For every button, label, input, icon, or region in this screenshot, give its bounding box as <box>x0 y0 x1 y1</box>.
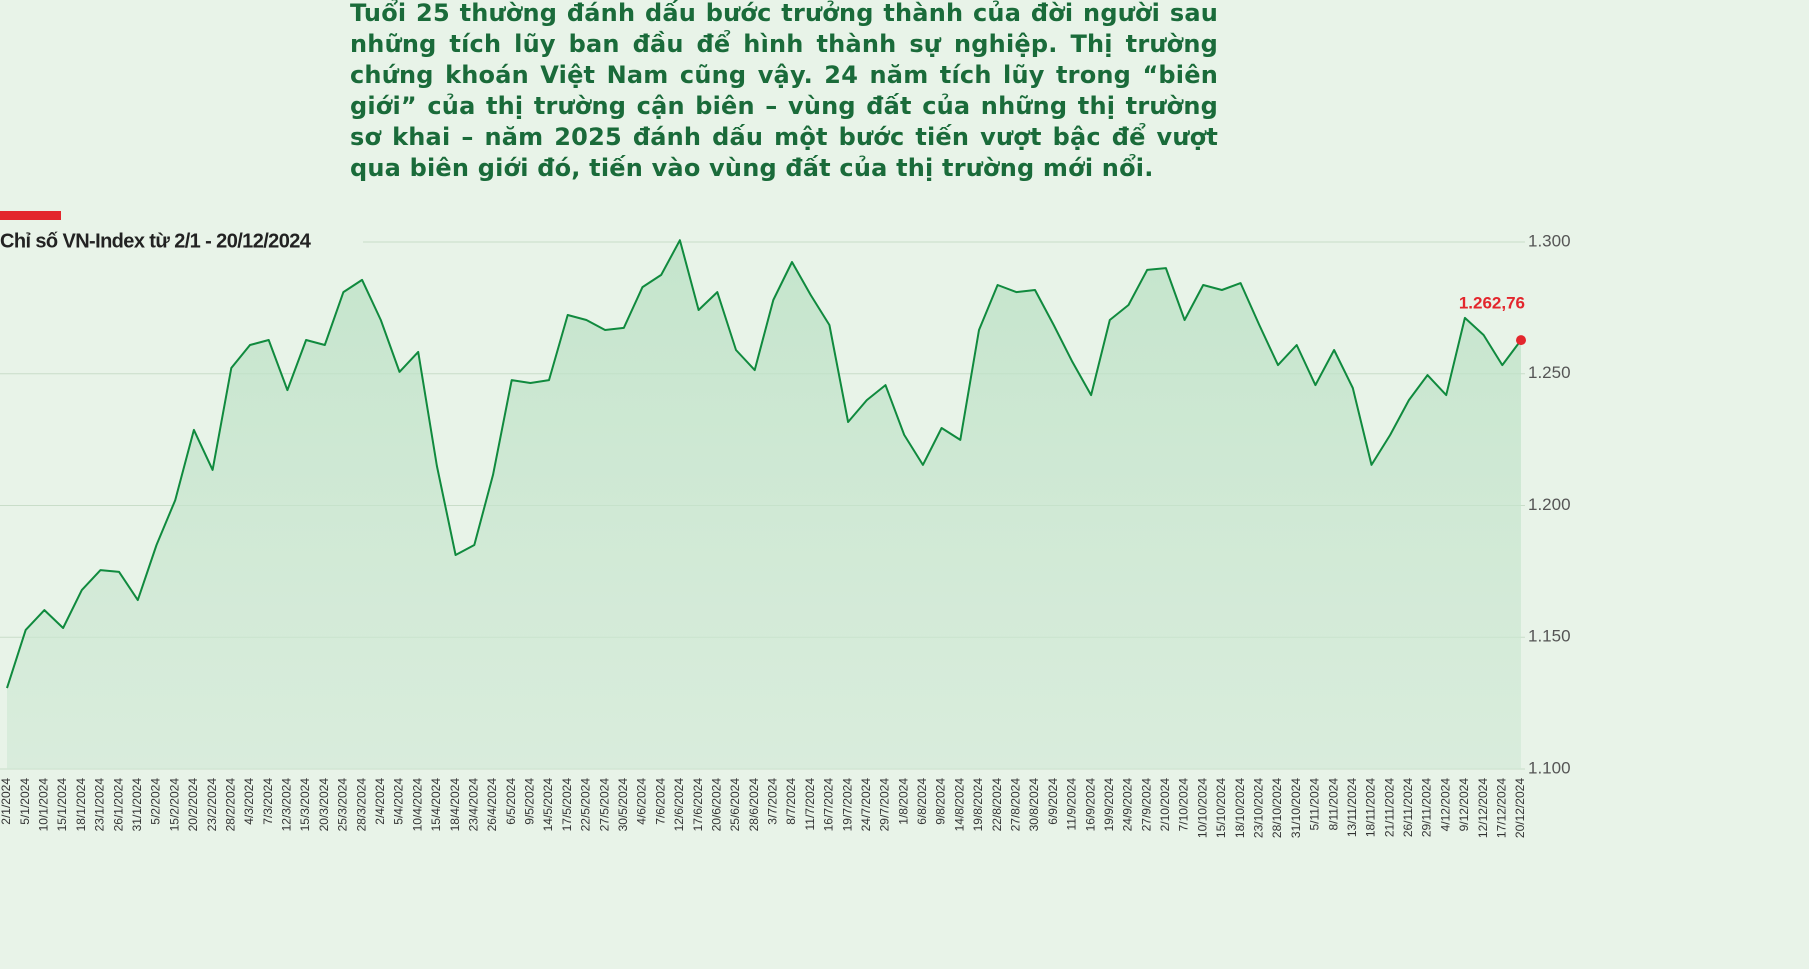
x-tick-label: 6/9/2024 <box>1046 778 1060 825</box>
x-tick-label: 10/4/2024 <box>410 778 424 832</box>
x-tick-label: 24/9/2024 <box>1121 778 1135 832</box>
x-tick-label: 4/12/2024 <box>1438 778 1452 832</box>
x-tick-label: 4/6/2024 <box>635 778 649 825</box>
x-tick-label: 19/9/2024 <box>1102 778 1116 832</box>
x-tick-label: 23/10/2024 <box>1251 778 1265 838</box>
x-tick-label: 13/11/2024 <box>1345 778 1359 837</box>
chart-title: Chỉ số VN-Index từ 2/1 - 20/12/2024 <box>0 230 312 252</box>
highlight-point <box>1516 335 1526 346</box>
x-tick-label: 12/6/2024 <box>672 778 686 832</box>
x-tick-label: 7/10/2024 <box>1177 778 1191 832</box>
x-tick-label: 9/8/2024 <box>934 778 948 825</box>
x-tick-label: 17/12/2024 <box>1494 778 1508 838</box>
x-tick-label: 20/3/2024 <box>317 778 331 832</box>
x-tick-label: 20/6/2024 <box>709 778 723 832</box>
x-tick-label: 27/9/2024 <box>1139 778 1153 832</box>
x-tick-label: 15/2/2024 <box>167 778 181 832</box>
x-tick-label: 11/7/2024 <box>803 778 817 831</box>
x-tick-label: 26/1/2024 <box>111 778 125 832</box>
x-tick-label: 28/6/2024 <box>747 778 761 832</box>
x-tick-label: 29/11/2024 <box>1420 778 1434 837</box>
x-tick-label: 30/5/2024 <box>616 778 630 832</box>
x-tick-label: 7/6/2024 <box>653 778 667 825</box>
x-tick-label: 30/8/2024 <box>1027 778 1041 832</box>
x-tick-label: 27/5/2024 <box>597 778 611 832</box>
x-tick-label: 18/10/2024 <box>1233 778 1247 838</box>
x-tick-label: 20/12/2024 <box>1513 778 1527 838</box>
x-tick-label: 28/10/2024 <box>1270 778 1284 838</box>
line <box>6 239 1522 689</box>
x-tick-label: 5/2/2024 <box>149 778 163 825</box>
x-tick-label: 22/5/2024 <box>579 778 593 832</box>
x-tick-label: 28/2/2024 <box>223 778 237 832</box>
value-label: 1.262,76 <box>1459 294 1525 313</box>
x-tick-label: 19/8/2024 <box>971 778 985 832</box>
x-tick-label: 29/7/2024 <box>878 778 892 832</box>
y-tick-label: 1.250 <box>1528 363 1571 382</box>
x-tick-label: 11/9/2024 <box>1065 778 1079 831</box>
x-tick-label: 12/3/2024 <box>280 778 294 832</box>
x-tick-label: 24/7/2024 <box>859 778 873 832</box>
x-tick-label: 21/11/2024 <box>1382 778 1396 837</box>
x-tick-label: 5/4/2024 <box>392 778 406 825</box>
x-tick-label: 18/1/2024 <box>74 778 88 832</box>
x-tick-label: 25/6/2024 <box>728 778 742 832</box>
x-tick-label: 15/1/2024 <box>55 778 69 832</box>
intro-paragraph: Tuổi 25 thường đánh dấu bước trưởng thàn… <box>350 0 1218 182</box>
x-tick-label: 20/2/2024 <box>186 778 200 832</box>
x-tick-label: 12/12/2024 <box>1476 778 1490 838</box>
y-tick-label: 1.100 <box>1528 758 1571 777</box>
x-tick-label: 28/3/2024 <box>354 778 368 832</box>
x-tick-label: 26/4/2024 <box>485 778 499 832</box>
x-tick-label: 9/5/2024 <box>523 778 537 825</box>
x-tick-label: 7/3/2024 <box>261 778 275 825</box>
x-tick-label: 6/5/2024 <box>504 778 518 825</box>
x-tick-label: 31/10/2024 <box>1289 778 1303 838</box>
accent-bar <box>0 211 61 220</box>
x-tick-label: 22/8/2024 <box>990 778 1004 832</box>
x-tick-label: 5/11/2024 <box>1308 778 1322 831</box>
y-tick-label: 1.150 <box>1528 627 1571 646</box>
area <box>7 240 1521 769</box>
x-tick-label: 26/11/2024 <box>1401 778 1415 837</box>
x-tick-label: 15/4/2024 <box>429 778 443 832</box>
x-tick-label: 8/11/2024 <box>1326 778 1340 831</box>
x-tick-label: 19/7/2024 <box>840 778 854 832</box>
x-tick-label: 17/6/2024 <box>691 778 705 832</box>
x-tick-label: 3/7/2024 <box>766 778 780 825</box>
x-tick-label: 17/5/2024 <box>560 778 574 832</box>
x-tick-label: 10/1/2024 <box>37 778 51 832</box>
x-tick-label: 31/1/2024 <box>130 778 144 832</box>
x-tick-label: 16/9/2024 <box>1083 778 1097 832</box>
x-tick-label: 23/1/2024 <box>93 778 107 832</box>
x-tick-label: 27/8/2024 <box>1009 778 1023 832</box>
x-tick-label: 14/5/2024 <box>541 778 555 832</box>
y-tick-label: 1.200 <box>1528 495 1571 514</box>
x-tick-label: 18/4/2024 <box>448 778 462 832</box>
x-tick-label: 23/4/2024 <box>466 778 480 832</box>
x-tick-label: 16/7/2024 <box>822 778 836 832</box>
x-tick-label: 9/12/2024 <box>1457 778 1471 832</box>
x-tick-label: 1/8/2024 <box>896 778 910 825</box>
x-tick-label: 15/10/2024 <box>1214 778 1228 838</box>
x-tick-label: 6/8/2024 <box>915 778 929 825</box>
x-tick-label: 23/2/2024 <box>205 778 219 832</box>
x-tick-label: 25/3/2024 <box>336 778 350 832</box>
x-tick-label: 8/7/2024 <box>784 778 798 825</box>
x-tick-label: 2/10/2024 <box>1158 778 1172 832</box>
x-tick-label: 15/3/2024 <box>298 778 312 832</box>
x-tick-label: 14/8/2024 <box>952 778 966 832</box>
x-tick-label: 2/1/2024 <box>0 778 13 825</box>
x-tick-label: 5/1/2024 <box>18 778 32 825</box>
x-tick-label: 4/3/2024 <box>242 778 256 825</box>
x-tick-label: 10/10/2024 <box>1195 778 1209 838</box>
x-tick-label: 18/11/2024 <box>1364 778 1378 837</box>
x-tick-label: 2/4/2024 <box>373 778 387 825</box>
y-tick-label: 1.300 <box>1528 231 1571 250</box>
